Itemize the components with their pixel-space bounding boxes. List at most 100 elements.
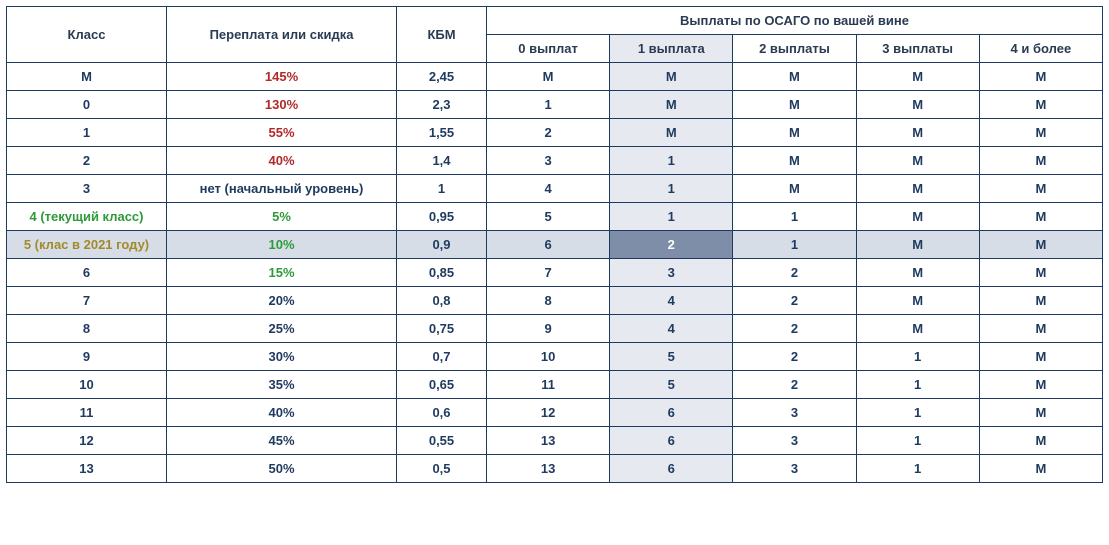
cell-discount: 130% [167, 91, 397, 119]
cell-class: 11 [7, 399, 167, 427]
cell-payout: 11 [487, 371, 610, 399]
cell-payout: 2 [733, 371, 856, 399]
cell-payout: 2 [733, 315, 856, 343]
table-row: 5 (клас в 2021 году)10%0,9621ММ [7, 231, 1103, 259]
cell-payout: М [979, 315, 1102, 343]
cell-kbm: 0,55 [397, 427, 487, 455]
cell-kbm: 0,75 [397, 315, 487, 343]
cell-kbm: 1,4 [397, 147, 487, 175]
cell-payout: 3 [487, 147, 610, 175]
cell-kbm: 0,9 [397, 231, 487, 259]
table-row: 825%0,75942ММ [7, 315, 1103, 343]
cell-class: 3 [7, 175, 167, 203]
table-row: 1035%0,6511521М [7, 371, 1103, 399]
cell-payout: 7 [487, 259, 610, 287]
cell-payout: 5 [610, 343, 733, 371]
cell-payout: М [733, 175, 856, 203]
cell-class: 1 [7, 119, 167, 147]
table-row: 0130%2,31ММММ [7, 91, 1103, 119]
cell-kbm: 0,5 [397, 455, 487, 483]
cell-payout: 4 [610, 315, 733, 343]
cell-payout: 6 [610, 399, 733, 427]
cell-payout: М [979, 231, 1102, 259]
cell-payout: М [610, 91, 733, 119]
cell-payout: М [856, 203, 979, 231]
cell-payout: 4 [487, 175, 610, 203]
cell-class: 6 [7, 259, 167, 287]
header-class: Класс [7, 7, 167, 63]
cell-class: 10 [7, 371, 167, 399]
cell-payout: 2 [487, 119, 610, 147]
cell-class: 12 [7, 427, 167, 455]
header-discount: Переплата или скидка [167, 7, 397, 63]
cell-payout: 1 [856, 455, 979, 483]
cell-payout: 4 [610, 287, 733, 315]
kbm-table: Класс Переплата или скидка КБМ Выплаты п… [6, 6, 1103, 483]
table-row: 1245%0,5513631М [7, 427, 1103, 455]
cell-kbm: 0,85 [397, 259, 487, 287]
cell-discount: 30% [167, 343, 397, 371]
cell-payout: 1 [856, 343, 979, 371]
cell-class: 4 (текущий класс) [7, 203, 167, 231]
cell-class: 0 [7, 91, 167, 119]
cell-payout: 13 [487, 427, 610, 455]
cell-payout: М [979, 259, 1102, 287]
cell-kbm: 0,65 [397, 371, 487, 399]
header-payouts-group: Выплаты по ОСАГО по вашей вине [487, 7, 1103, 35]
cell-discount: 40% [167, 399, 397, 427]
cell-discount: 35% [167, 371, 397, 399]
table-row: М145%2,45МММММ [7, 63, 1103, 91]
table-row: 3нет (начальный уровень)141МММ [7, 175, 1103, 203]
cell-discount: 15% [167, 259, 397, 287]
header-p4: 4 и более [979, 35, 1102, 63]
cell-payout: М [979, 91, 1102, 119]
cell-payout: 5 [487, 203, 610, 231]
cell-class: 13 [7, 455, 167, 483]
cell-payout: М [487, 63, 610, 91]
cell-discount: нет (начальный уровень) [167, 175, 397, 203]
cell-payout: М [856, 259, 979, 287]
table-row: 155%1,552ММММ [7, 119, 1103, 147]
table-row: 4 (текущий класс)5%0,95511ММ [7, 203, 1103, 231]
cell-class: М [7, 63, 167, 91]
cell-discount: 20% [167, 287, 397, 315]
cell-payout: 1 [856, 427, 979, 455]
cell-discount: 25% [167, 315, 397, 343]
cell-payout: М [979, 203, 1102, 231]
cell-payout: М [979, 175, 1102, 203]
header-p0: 0 выплат [487, 35, 610, 63]
cell-payout: М [610, 119, 733, 147]
table-row: 240%1,431МММ [7, 147, 1103, 175]
cell-payout: М [856, 147, 979, 175]
cell-discount: 45% [167, 427, 397, 455]
cell-discount: 55% [167, 119, 397, 147]
cell-payout: М [979, 119, 1102, 147]
cell-payout: М [610, 63, 733, 91]
cell-payout: М [733, 91, 856, 119]
cell-payout: 8 [487, 287, 610, 315]
cell-payout: М [856, 119, 979, 147]
cell-payout: 3 [733, 427, 856, 455]
cell-class: 8 [7, 315, 167, 343]
cell-kbm: 0,7 [397, 343, 487, 371]
cell-payout: 13 [487, 455, 610, 483]
cell-kbm: 1 [397, 175, 487, 203]
table-row: 615%0,85732ММ [7, 259, 1103, 287]
cell-kbm: 0,6 [397, 399, 487, 427]
cell-payout: 1 [610, 175, 733, 203]
cell-payout: 2 [733, 287, 856, 315]
cell-kbm: 1,55 [397, 119, 487, 147]
cell-kbm: 0,95 [397, 203, 487, 231]
cell-payout: М [733, 63, 856, 91]
cell-kbm: 0,8 [397, 287, 487, 315]
cell-payout: 2 [610, 231, 733, 259]
header-kbm: КБМ [397, 7, 487, 63]
cell-payout: М [979, 147, 1102, 175]
cell-payout: 1 [856, 371, 979, 399]
table-row: 930%0,710521М [7, 343, 1103, 371]
cell-payout: М [733, 147, 856, 175]
cell-payout: 3 [733, 399, 856, 427]
cell-payout: М [856, 231, 979, 259]
cell-payout: 1 [610, 203, 733, 231]
cell-payout: М [856, 315, 979, 343]
